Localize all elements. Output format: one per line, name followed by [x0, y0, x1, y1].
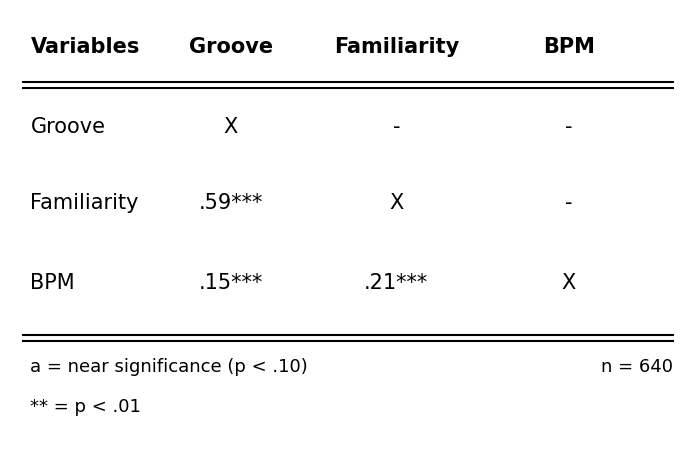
Text: Familiarity: Familiarity: [31, 193, 139, 213]
Text: .15***: .15***: [198, 273, 263, 293]
Text: .59***: .59***: [198, 193, 263, 213]
Text: a = near significance (p < .10): a = near significance (p < .10): [31, 358, 308, 376]
Text: Variables: Variables: [31, 37, 140, 57]
Text: BPM: BPM: [543, 37, 595, 57]
Text: -: -: [565, 193, 573, 213]
Text: X: X: [562, 273, 576, 293]
Text: ** = p < .01: ** = p < .01: [31, 398, 141, 416]
Text: Familiarity: Familiarity: [333, 37, 459, 57]
Text: X: X: [389, 193, 404, 213]
Text: -: -: [393, 117, 400, 137]
Text: -: -: [565, 117, 573, 137]
Text: X: X: [223, 117, 238, 137]
Text: n = 640: n = 640: [601, 358, 672, 376]
Text: Groove: Groove: [31, 117, 105, 137]
Text: BPM: BPM: [31, 273, 75, 293]
Text: Groove: Groove: [189, 37, 273, 57]
Text: .21***: .21***: [364, 273, 429, 293]
